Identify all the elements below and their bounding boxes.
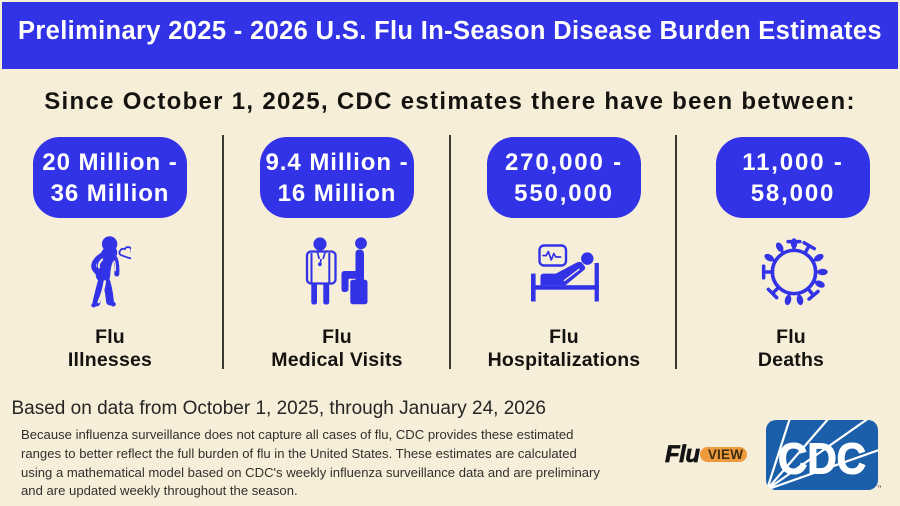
svg-text:CDC: CDC (778, 435, 866, 484)
svg-text:™: ™ (877, 485, 881, 491)
